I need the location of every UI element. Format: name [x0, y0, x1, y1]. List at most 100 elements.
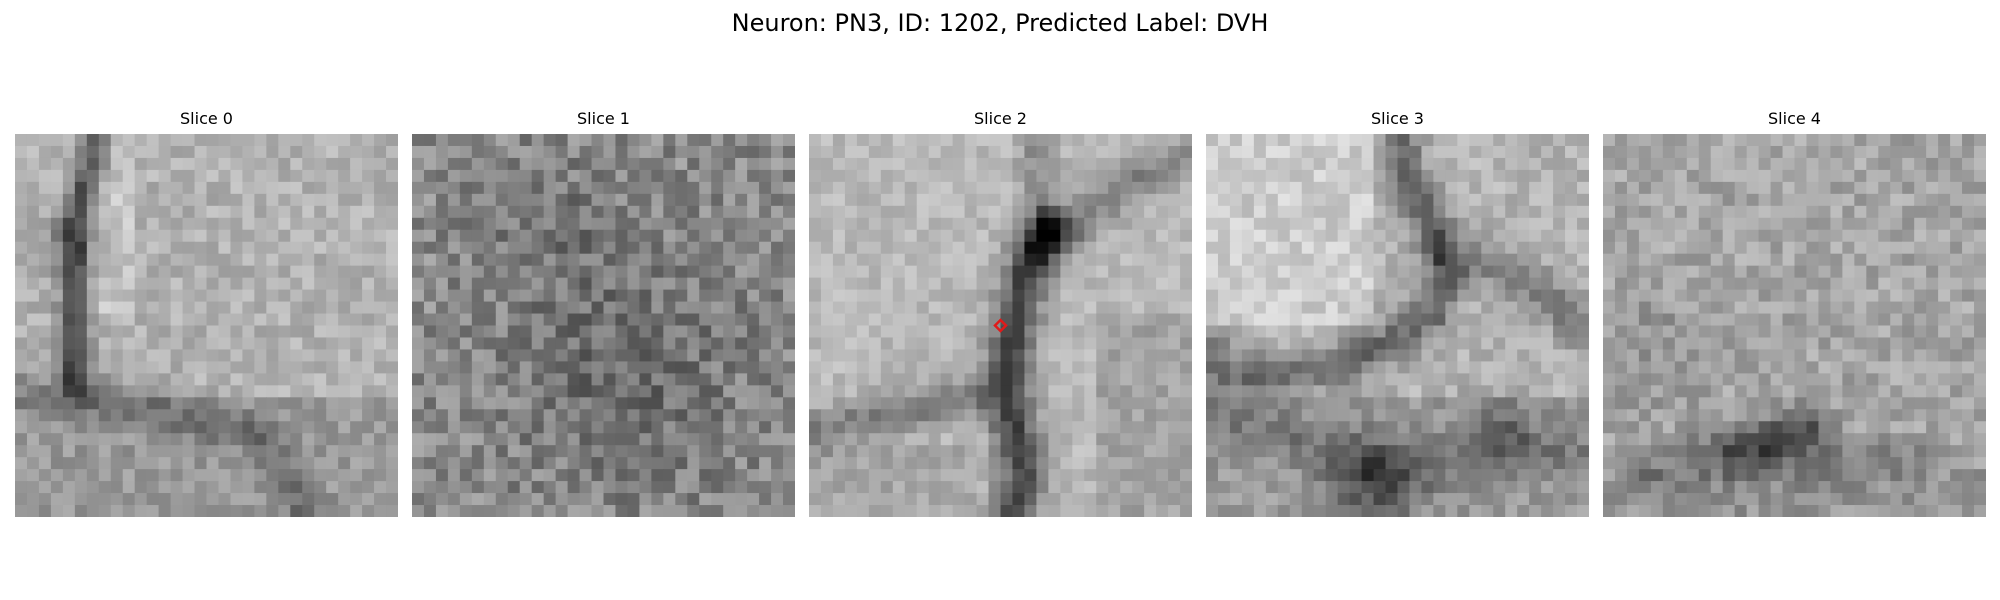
pixel [435, 229, 449, 243]
pixel [1265, 289, 1279, 303]
pixel [1626, 145, 1640, 159]
pixel [1830, 193, 1843, 207]
pixel [1265, 157, 1279, 171]
pixel [218, 457, 232, 470]
pixel [1397, 409, 1411, 422]
pixel [182, 289, 196, 303]
pixel [940, 289, 954, 303]
pixel [771, 169, 784, 183]
pixel [1433, 349, 1446, 363]
pixel [1361, 445, 1375, 458]
pixel [386, 253, 398, 267]
pixel [1000, 493, 1014, 506]
pixel [1313, 157, 1327, 171]
pixel [1385, 241, 1399, 255]
pixel [74, 469, 88, 482]
pixel [1626, 385, 1640, 398]
pixel [1241, 505, 1255, 517]
pixel [314, 253, 327, 267]
pixel [1722, 313, 1736, 327]
pixel [122, 421, 136, 434]
pixel [218, 205, 232, 219]
pixel [1974, 289, 1986, 303]
pixel [266, 457, 279, 470]
pixel [1325, 301, 1339, 315]
pixel [1349, 205, 1363, 219]
pixel [110, 301, 124, 315]
pixel [447, 157, 461, 171]
pixel [386, 241, 398, 255]
pixel [735, 445, 748, 458]
pixel [1048, 169, 1061, 183]
pixel [50, 253, 64, 267]
pixel [916, 349, 930, 363]
pixel [98, 373, 112, 386]
pixel [1241, 337, 1255, 351]
pixel [1529, 169, 1542, 183]
pixel [759, 493, 772, 506]
pixel [1120, 469, 1133, 482]
pixel [952, 217, 966, 231]
pixel [314, 433, 327, 446]
pixel [820, 181, 834, 195]
pixel [134, 421, 148, 434]
pixel [1854, 134, 1867, 147]
pixel [1782, 445, 1796, 458]
pixel [1650, 409, 1664, 422]
pixel [675, 229, 688, 243]
pixel [1686, 325, 1700, 339]
pixel [988, 373, 1002, 386]
pixel [423, 229, 437, 243]
pixel [38, 169, 52, 183]
pixel [230, 481, 244, 494]
pixel [1072, 409, 1085, 422]
pixel [1325, 217, 1339, 231]
pixel [1229, 397, 1243, 410]
pixel [1409, 229, 1423, 243]
pixel [182, 301, 196, 315]
pixel [1108, 265, 1121, 279]
pixel [1603, 349, 1616, 363]
pixel [194, 205, 208, 219]
pixel [374, 205, 387, 219]
pixel [964, 457, 978, 470]
pixel [495, 181, 509, 195]
pixel [1206, 217, 1219, 231]
pixel [1842, 373, 1855, 386]
pixel [423, 481, 437, 494]
pixel [362, 493, 375, 506]
pixel [1385, 349, 1399, 363]
pixel [230, 265, 244, 279]
pixel [206, 289, 220, 303]
pixel [809, 301, 822, 315]
pixel [1156, 373, 1169, 386]
pixel [110, 313, 124, 327]
pixel [412, 301, 425, 315]
pixel [1493, 493, 1506, 506]
pixel [266, 409, 279, 422]
pixel [471, 169, 485, 183]
pixel [1938, 145, 1951, 159]
pixel [579, 361, 593, 374]
pixel [1385, 397, 1399, 410]
pixel [1457, 433, 1470, 446]
pixel [844, 385, 858, 398]
pixel [964, 229, 978, 243]
pixel [1866, 373, 1879, 386]
pixel [374, 361, 387, 374]
pixel [1206, 469, 1219, 482]
pixel [1722, 301, 1736, 315]
pixel [1638, 301, 1652, 315]
pixel [1830, 217, 1843, 231]
pixel [1156, 289, 1169, 303]
pixel [314, 505, 327, 517]
pixel [290, 193, 303, 207]
pixel [1108, 313, 1121, 327]
pixel [519, 265, 533, 279]
pixel [423, 217, 437, 231]
pixel [759, 205, 772, 219]
pixel [1469, 313, 1482, 327]
pixel [386, 493, 398, 506]
pixel [242, 493, 255, 506]
pixel [1746, 325, 1760, 339]
